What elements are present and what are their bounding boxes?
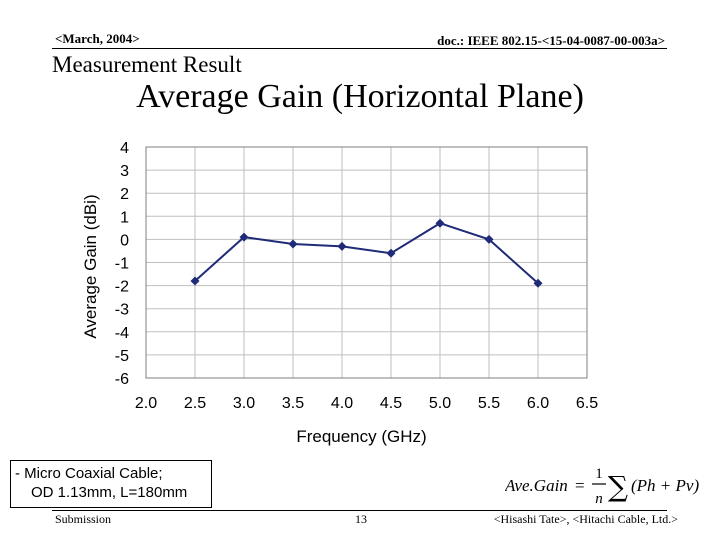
data-point <box>386 248 396 258</box>
chart-gridlines <box>145 146 588 379</box>
data-point <box>239 232 249 242</box>
y-tick-label: 3 <box>120 163 129 180</box>
y-tick-label: 2 <box>120 186 129 203</box>
x-axis-title: Frequency (GHz) <box>296 427 426 446</box>
data-points <box>190 218 543 288</box>
average-gain-formula: Ave.Gain = 1 n ∑ (Ph + Pv) <box>505 466 699 507</box>
x-tick-label: 6.0 <box>527 395 549 412</box>
x-tick-label: 3.5 <box>282 395 304 412</box>
data-point <box>533 278 543 288</box>
x-tick-label: 2.5 <box>184 395 206 412</box>
y-tick-label: -3 <box>115 302 129 319</box>
y-tick-label: -1 <box>115 256 129 273</box>
x-tick-label: 4.5 <box>380 395 402 412</box>
footer-page-number: 13 <box>355 512 367 526</box>
data-point <box>484 234 494 244</box>
y-tick-label: 4 <box>120 140 129 157</box>
header-date: <March, 2004> <box>55 31 140 46</box>
cable-note-line2: OD 1.13mm, L=180mm <box>31 484 188 501</box>
formula-numerator: 1 <box>595 466 603 482</box>
y-tick-label: 1 <box>120 209 129 226</box>
x-tick-label: 3.0 <box>233 395 255 412</box>
y-tick-label: -2 <box>115 279 129 296</box>
cable-note-line1: - Micro Coaxial Cable; <box>15 465 163 482</box>
y-tick-label: -4 <box>115 325 129 342</box>
x-tick-label: 5.0 <box>429 395 451 412</box>
cable-note-box: - Micro Coaxial Cable; OD 1.13mm, L=180m… <box>10 460 212 508</box>
data-point <box>190 276 200 286</box>
y-tick-label: 0 <box>120 232 129 249</box>
formula-equals: = <box>575 476 585 495</box>
y-tick-labels: 4 3 2 1 0 -1 -2 -3 -4 -5 -6 <box>115 140 129 388</box>
formula-body: (Ph + Pv) <box>631 476 699 495</box>
footer-divider <box>52 510 667 511</box>
slide-title: Average Gain (Horizontal Plane) <box>136 78 584 115</box>
data-point <box>337 241 347 251</box>
x-tick-label: 6.5 <box>576 395 598 412</box>
x-tick-label: 5.5 <box>478 395 500 412</box>
data-point <box>288 239 298 249</box>
x-tick-label: 2.0 <box>135 395 157 412</box>
footer-submission: Submission <box>55 512 112 526</box>
y-tick-label: -6 <box>115 371 129 388</box>
slide-subtitle: Measurement Result <box>52 52 242 77</box>
x-tick-labels: 2.0 2.5 3.0 3.5 4.0 4.5 5.0 5.5 6.0 6.5 <box>135 395 598 412</box>
header-divider <box>52 48 667 49</box>
plot-area-frame <box>145 146 588 379</box>
formula-lhs: Ave.Gain <box>505 476 568 495</box>
y-axis-title: Average Gain (dBi) <box>81 194 100 338</box>
footer-author: <Hisashi Tate>, <Hitachi Cable, Ltd.> <box>493 512 678 526</box>
y-tick-label: -5 <box>115 348 129 365</box>
header-doc-id: doc.: IEEE 802.15-<15-04-0087-00-003a> <box>437 33 665 48</box>
data-point <box>435 218 445 228</box>
x-tick-label: 4.0 <box>331 395 353 412</box>
formula-sum-sign: ∑ <box>608 470 628 503</box>
series-line <box>194 222 539 285</box>
formula-denominator: n <box>595 491 603 507</box>
